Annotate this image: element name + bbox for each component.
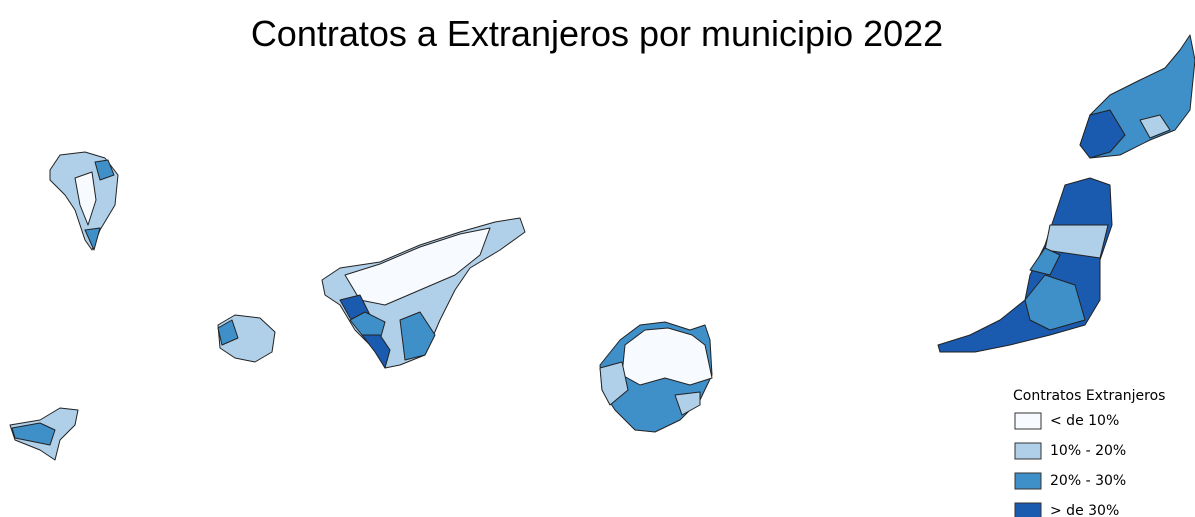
municipality	[74, 171, 97, 226]
municipality	[599, 361, 629, 406]
legend-label: > de 30%	[1050, 503, 1119, 517]
municipality	[11, 422, 56, 446]
legend-title: Contratos Extranjeros	[1013, 388, 1165, 404]
municipality	[344, 227, 491, 306]
municipality	[621, 327, 713, 386]
legend-swatch	[1014, 472, 1042, 490]
islands	[9, 34, 1195, 461]
municipality	[217, 319, 239, 346]
legend-label: < de 10%	[1050, 413, 1119, 429]
municipality	[94, 159, 115, 181]
legend: Contratos Extranjeros < de 10% 10% - 20% 2…	[1013, 388, 1165, 517]
municipality	[1024, 274, 1086, 331]
map-title: Contratos a Extranjeros por municipio 20…	[251, 13, 943, 54]
municipality	[1079, 109, 1126, 159]
municipality	[674, 391, 701, 416]
municipality	[937, 177, 1113, 353]
municipality	[84, 227, 101, 251]
municipality	[1029, 247, 1061, 276]
legend-swatch	[1014, 412, 1042, 430]
municipality	[1044, 224, 1109, 259]
municipality	[1139, 114, 1171, 139]
legend-swatch	[1014, 502, 1042, 517]
legend-label: 20% - 30%	[1050, 473, 1126, 489]
municipality	[399, 311, 436, 361]
legend-swatch	[1014, 442, 1042, 460]
municipality	[349, 311, 386, 341]
legend-label: 10% - 20%	[1050, 443, 1126, 459]
municipality	[361, 334, 391, 369]
